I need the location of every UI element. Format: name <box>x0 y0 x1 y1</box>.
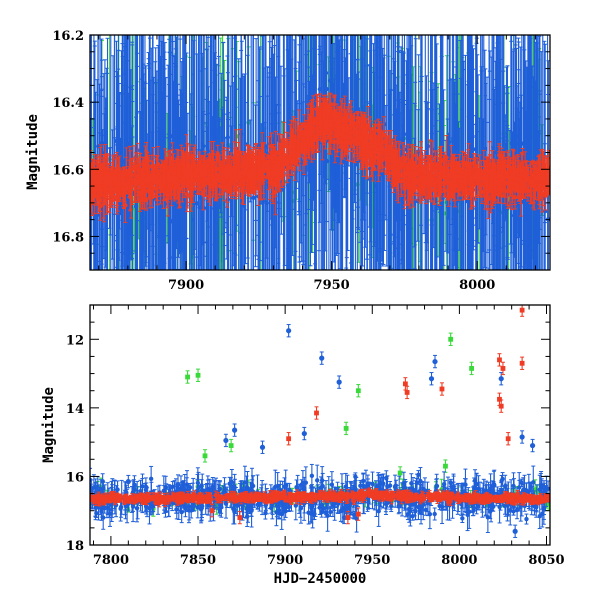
marker <box>511 213 517 218</box>
marker <box>174 140 179 146</box>
marker <box>317 86 323 92</box>
data-point <box>437 103 442 270</box>
data-point <box>324 35 329 223</box>
marker <box>437 203 442 209</box>
data-point <box>516 82 521 270</box>
marker <box>516 216 521 221</box>
marker <box>535 150 541 155</box>
marker <box>238 131 244 137</box>
data-point <box>174 36 179 250</box>
top-data-points <box>90 35 550 270</box>
marker <box>324 86 329 92</box>
data-point <box>535 35 541 270</box>
